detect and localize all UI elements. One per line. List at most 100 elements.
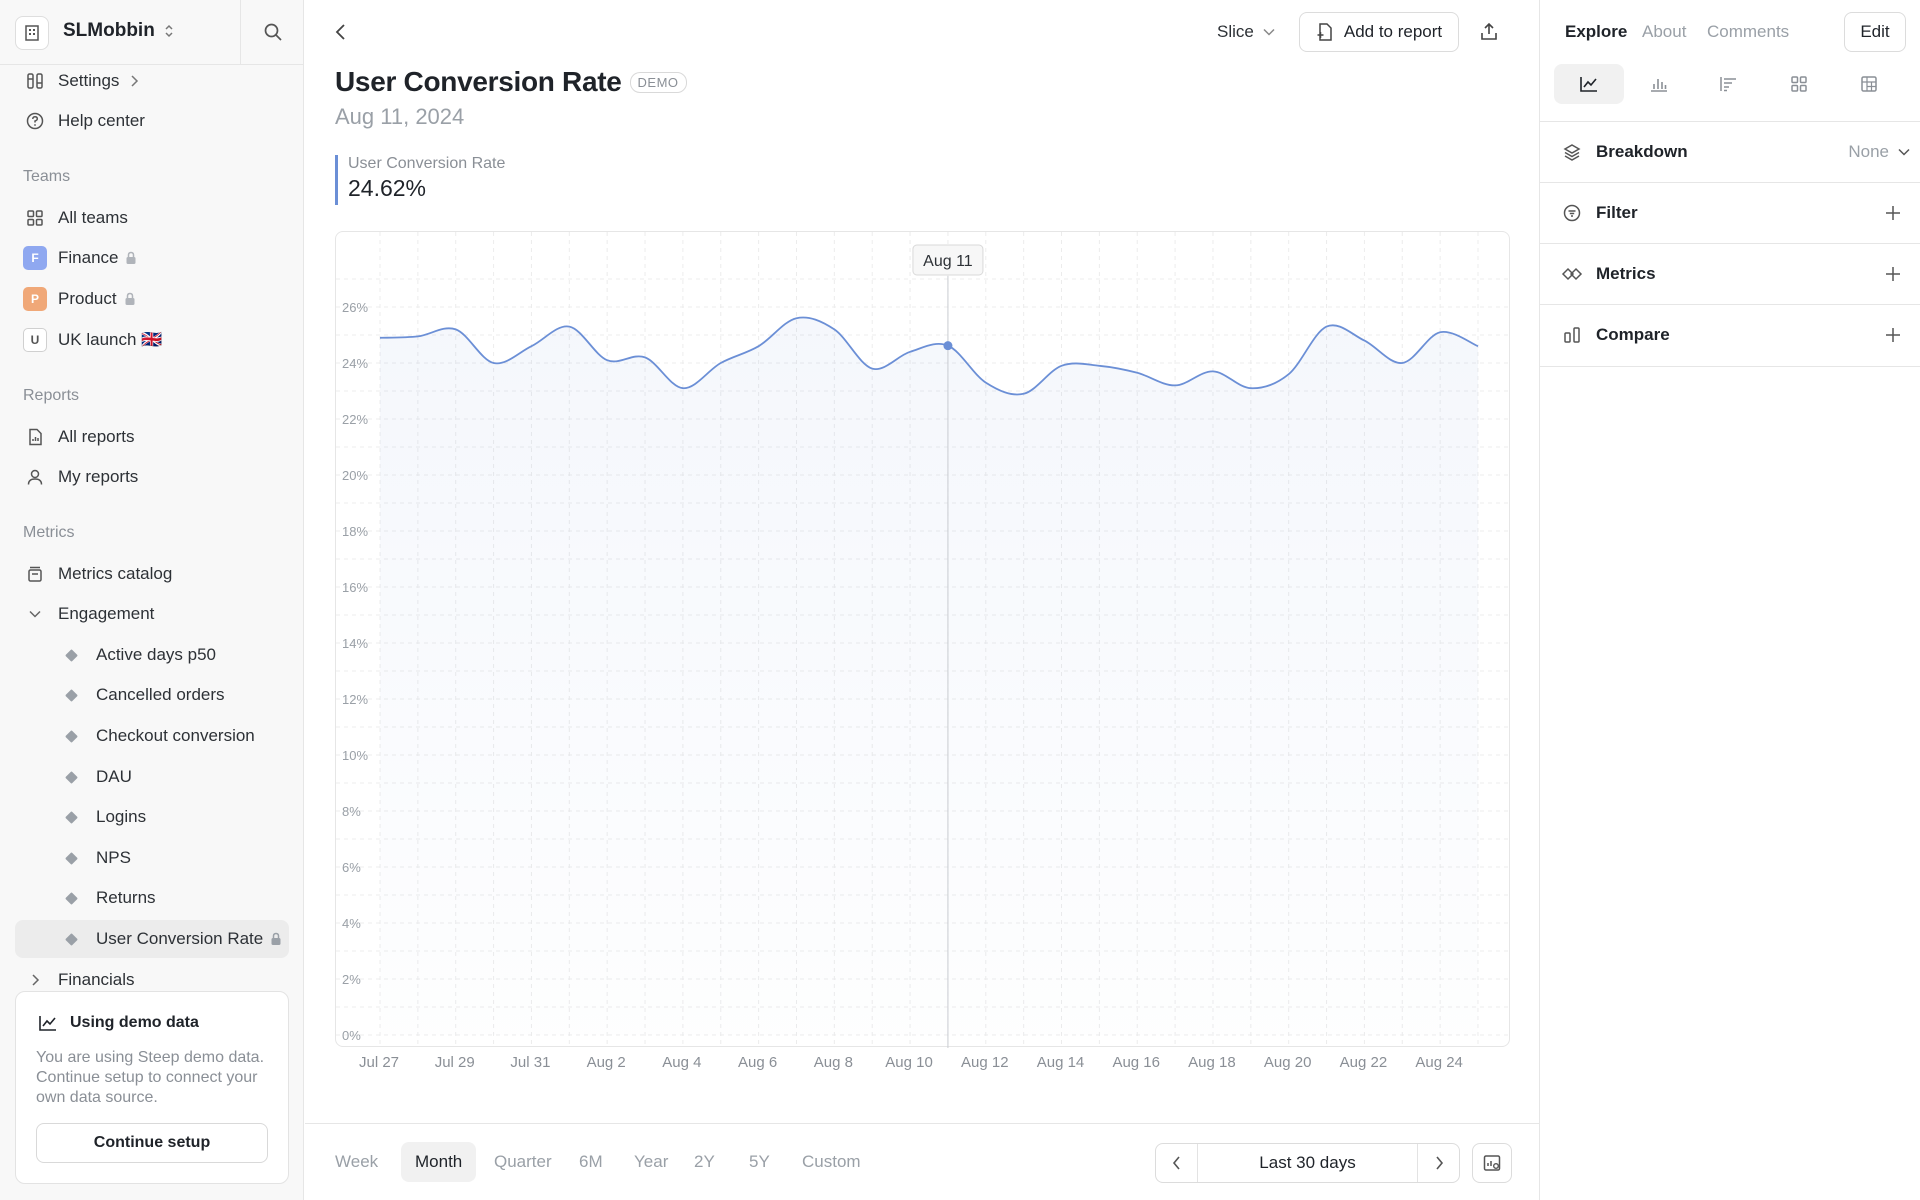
period-6m[interactable]: 6M [579,1152,603,1171]
data-point[interactable] [1131,367,1143,379]
chart-settings-icon[interactable] [1472,1143,1512,1183]
share-icon[interactable] [1475,18,1503,46]
data-point[interactable] [677,382,689,394]
period-year[interactable]: Year [634,1152,669,1171]
metric-item-returns[interactable]: Returns [15,879,289,917]
breakdown-value[interactable]: None [1848,142,1911,162]
data-point[interactable] [790,312,802,324]
metric-item-checkout-conversion[interactable]: Checkout conversion [15,717,289,755]
data-point[interactable] [1093,360,1105,372]
edit-button[interactable]: Edit [1844,12,1906,52]
line-chart[interactable]: Aug 11 0% 2% 4% 6% 8% 10% 12% 14% 16% 18% 20% 22% 24%… [336,232,1511,1048]
data-point[interactable] [412,330,424,342]
add-metric-icon[interactable] [1885,266,1901,282]
data-point[interactable] [488,357,500,369]
breakdown-row[interactable]: Breakdown None [1540,122,1920,182]
data-point[interactable] [639,351,651,363]
data-point[interactable] [828,323,840,335]
sidebar-item-finance[interactable]: F Finance [15,239,289,277]
slice-dropdown[interactable]: Slice [1217,18,1276,46]
search-icon[interactable] [240,0,304,64]
data-point[interactable] [866,363,878,375]
metric-item-cancelled-orders[interactable]: Cancelled orders [15,676,289,714]
chart-container[interactable]: Aug 11 0% 2% 4% 6% 8% 10% 12% 14% 16% 18% 20% 22% 24%… [335,231,1511,1048]
data-point[interactable] [1018,388,1030,400]
series-line[interactable] [379,316,1479,396]
continue-setup-button[interactable]: Continue setup [36,1123,268,1163]
sidebar-item-uk-launch[interactable]: U UK launch 🇬🇧 [15,321,289,359]
data-point[interactable] [1283,368,1295,380]
y-tick-label: 8% [342,804,361,819]
sidebar-item-financials[interactable]: Financials [15,961,289,999]
period-quarter[interactable]: Quarter [494,1152,552,1171]
period-month[interactable]: Month [401,1142,477,1182]
data-point[interactable] [1434,326,1446,338]
grid-icon [1791,76,1807,92]
grid-chart-type-button[interactable] [1764,64,1834,104]
line-chart-type-button[interactable] [1554,64,1624,104]
data-point[interactable] [1056,360,1068,372]
divider [1540,182,1920,183]
sidebar-item-settings[interactable]: Settings [15,62,289,100]
highlight-point[interactable] [943,341,953,351]
data-point[interactable] [980,377,992,389]
data-point[interactable] [374,332,386,344]
sidebar-item-all-teams[interactable]: All teams [15,199,289,237]
period-5y[interactable]: 5Y [749,1152,770,1171]
building-icon[interactable] [15,16,49,50]
data-point[interactable] [563,321,575,333]
slice-label: Slice [1217,22,1254,41]
data-point[interactable] [450,323,462,335]
filter-row[interactable]: Filter [1540,183,1920,243]
sidebar-item-metrics-catalog[interactable]: Metrics catalog [15,555,289,593]
horizontal-bar-chart-type-button[interactable] [1694,64,1764,104]
period-2y[interactable]: 2Y [694,1152,715,1171]
sidebar-item-my-reports[interactable]: My reports [15,458,289,496]
tab-comments[interactable]: Comments [1707,22,1790,41]
compare-row[interactable]: Compare [1540,305,1920,365]
next-range-button[interactable] [1417,1144,1459,1182]
period-week[interactable]: Week [335,1152,379,1171]
data-point[interactable] [601,354,613,366]
table-chart-type-button[interactable] [1834,64,1904,104]
back-arrow-icon[interactable] [327,18,355,46]
add-compare-icon[interactable] [1885,327,1901,343]
data-point[interactable] [1245,382,1257,394]
metric-item-dau[interactable]: DAU [15,758,289,796]
data-point[interactable] [753,340,765,352]
period-custom[interactable]: Custom [802,1152,861,1171]
metrics-row[interactable]: Metrics [1540,244,1920,304]
tab-about[interactable]: About [1642,22,1687,41]
sidebar-item-all-reports[interactable]: All reports [15,418,289,456]
diamond-icon [65,810,78,824]
data-point[interactable] [1472,340,1484,352]
date-range-label[interactable]: Last 30 days [1259,1153,1356,1172]
bar-chart-type-button[interactable] [1624,64,1694,104]
data-point[interactable] [904,346,916,358]
metric-item-nps[interactable]: NPS [15,839,289,877]
period-bar: Week Month Quarter 6M Year 2Y 5Y Custom Last 30… [305,1123,1539,1200]
previous-range-button[interactable] [1156,1144,1198,1182]
sidebar-item-help-center[interactable]: Help center [15,102,289,140]
workspace-switcher[interactable]: SLMobbin [63,20,175,42]
sidebar-item-product[interactable]: P Product [15,280,289,318]
metric-item-logins[interactable]: Logins [15,798,289,836]
sidebar-item-label: Finance [58,248,119,267]
sidebar-item-engagement[interactable]: Engagement [15,595,289,633]
help-circle-icon [15,111,55,131]
data-point[interactable] [1207,365,1219,377]
metric-item-active-days-p50[interactable]: Active days p50 [15,636,289,674]
data-point[interactable] [715,357,727,369]
chevron-right-icon [1435,1156,1443,1170]
divider [1540,121,1920,122]
metric-item-user-conversion-rate[interactable]: User Conversion Rate [15,920,289,958]
add-to-report-button[interactable]: Add to report [1299,12,1459,52]
data-point[interactable] [1358,335,1370,347]
data-point[interactable] [1321,321,1333,333]
data-point[interactable] [1396,357,1408,369]
data-point[interactable] [525,340,537,352]
tab-explore[interactable]: Explore [1565,22,1628,41]
add-filter-icon[interactable] [1885,205,1901,221]
data-point[interactable] [1169,379,1181,391]
chevron-down-icon [1898,148,1910,156]
